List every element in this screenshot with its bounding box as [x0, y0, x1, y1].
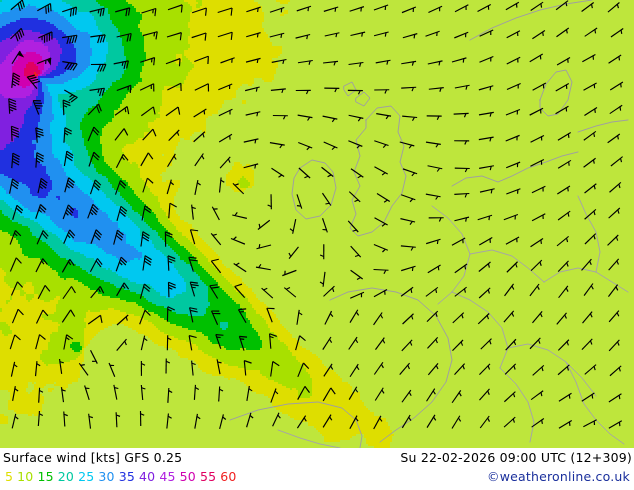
wind-speed-legend: 5 10 15 20 25 30 35 40 45 50 55 60: [5, 469, 241, 484]
surface-wind-map-canvas[interactable]: [0, 0, 634, 448]
legend-entry-55: 55: [199, 469, 217, 484]
legend-entry-20: 20: [57, 469, 75, 484]
legend-entry-45: 45: [159, 469, 176, 484]
legend-entry-30: 30: [98, 469, 115, 484]
legend-entry-35: 35: [118, 469, 136, 484]
map-footer: Surface wind [kts] GFS 0.25 5 10 15 20 25 30 3…: [0, 448, 634, 490]
legend-entry-15: 15: [37, 469, 54, 484]
valid-time-label: Su 22-02-2026 09:00 UTC (12+309): [400, 450, 632, 465]
legend-entry-50: 50: [179, 469, 196, 484]
legend-entry-10: 10: [17, 469, 34, 484]
product-title: Surface wind [kts] GFS 0.25: [3, 450, 183, 465]
legend-entry-5: 5: [5, 469, 14, 484]
legend-entry-25: 25: [78, 469, 95, 484]
legend-entry-40: 40: [139, 469, 156, 484]
map-panel[interactable]: [0, 0, 634, 448]
legend-entry-60: 60: [220, 469, 237, 484]
copyright-credit: ©weatheronline.co.uk: [487, 469, 630, 484]
